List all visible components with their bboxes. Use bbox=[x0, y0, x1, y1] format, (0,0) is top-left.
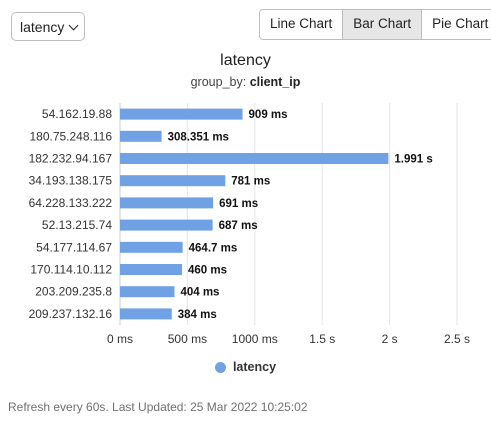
bar-chart: 0 ms 500 ms 1000 ms 1.5 s 2 s 2.5 s 54.162.19.… bbox=[29, 103, 470, 346]
data-label: 384 ms bbox=[178, 309, 217, 321]
bar[interactable] bbox=[120, 108, 243, 120]
data-label: 404 ms bbox=[180, 287, 219, 299]
bar[interactable] bbox=[120, 175, 226, 187]
x-tick-label: 1000 ms bbox=[232, 332, 278, 346]
bar[interactable] bbox=[120, 308, 172, 320]
y-tick-label: 34.193.138.175 bbox=[29, 174, 113, 188]
y-tick-label: 170.114.10.112 bbox=[30, 263, 112, 277]
data-label: 460 ms bbox=[188, 265, 227, 277]
tab-pie-chart[interactable]: Pie Chart bbox=[422, 10, 491, 39]
y-tick-label: 54.162.19.88 bbox=[42, 107, 112, 121]
bar[interactable] bbox=[120, 153, 389, 164]
data-label: 909 ms bbox=[249, 109, 288, 121]
subtitle-prefix: group_by: bbox=[190, 75, 247, 89]
tab-bar-chart[interactable]: Bar Chart bbox=[343, 10, 423, 39]
chart-subtitle: group_by: client_ip bbox=[0, 75, 491, 89]
bar[interactable] bbox=[120, 286, 175, 298]
bar[interactable] bbox=[120, 197, 214, 209]
metric-select-value: latency bbox=[20, 18, 65, 35]
legend-swatch[interactable] bbox=[214, 361, 226, 373]
data-label: 687 ms bbox=[219, 220, 258, 232]
x-tick-label: 2.5 s bbox=[444, 332, 470, 346]
x-tick-label: 0 ms bbox=[107, 332, 133, 346]
legend-label[interactable]: latency bbox=[232, 360, 277, 374]
y-tick-label: 203.209.235.8 bbox=[35, 285, 112, 299]
y-tick-label: 52.13.215.74 bbox=[42, 218, 112, 232]
x-tick-label: 1.5 s bbox=[309, 332, 335, 346]
chart-title: latency bbox=[220, 52, 271, 69]
x-tick-label: 500 ms bbox=[168, 332, 207, 346]
bar[interactable] bbox=[120, 130, 162, 142]
data-label: 781 ms bbox=[231, 176, 270, 188]
y-tick-label: 180.75.248.116 bbox=[29, 129, 112, 143]
data-label: 308.351 ms bbox=[168, 131, 229, 143]
legend: latency bbox=[0, 360, 491, 374]
y-tick-label: 209.237.132.16 bbox=[29, 307, 113, 321]
data-label: 464.7 ms bbox=[189, 242, 238, 254]
footer-status: Refresh every 60s. Last Updated: 25 Mar … bbox=[8, 400, 308, 414]
subtitle-value: client_ip bbox=[249, 75, 301, 89]
y-tick-label: 182.232.94.167 bbox=[29, 152, 113, 166]
data-label: 1.991 s bbox=[394, 154, 432, 166]
y-tick-label: 64.228.133.222 bbox=[29, 196, 113, 210]
data-label: 691 ms bbox=[219, 198, 258, 210]
tab-line-chart[interactable]: Line Chart bbox=[260, 10, 344, 39]
chart-type-tabs: Line Chart Bar Chart Pie Chart bbox=[259, 9, 491, 40]
y-tick-label: 54.177.114.67 bbox=[36, 240, 112, 254]
bar[interactable] bbox=[120, 241, 183, 253]
bar[interactable] bbox=[120, 219, 213, 231]
metric-select[interactable]: latency bbox=[11, 12, 85, 41]
bar[interactable] bbox=[120, 264, 183, 275]
x-tick-label: 2 s bbox=[382, 332, 398, 346]
